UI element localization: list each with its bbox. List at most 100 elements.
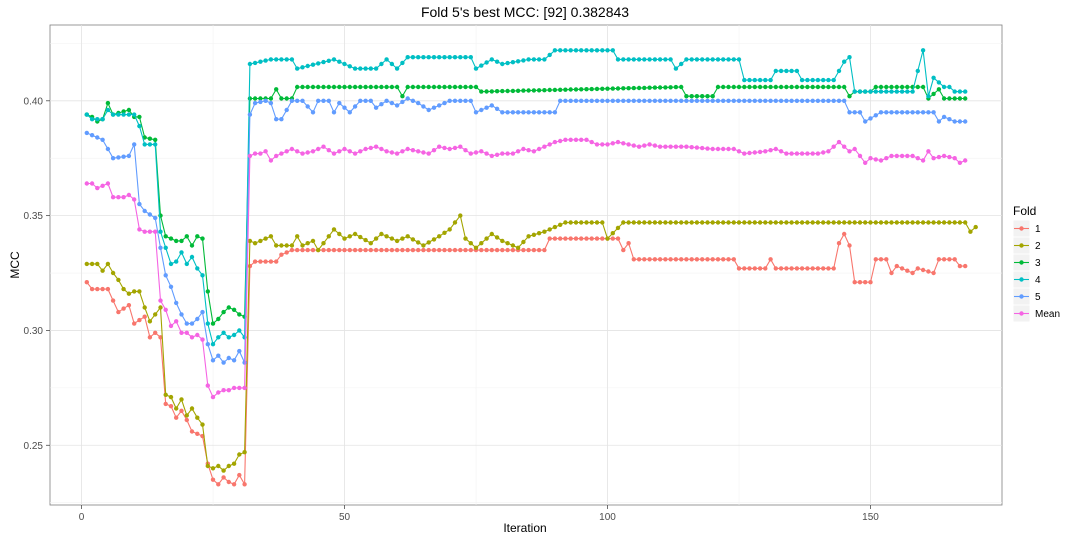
data-point (957, 119, 963, 124)
data-point (153, 142, 158, 147)
data-point (168, 323, 174, 329)
data-point (142, 314, 147, 319)
data-point (799, 220, 805, 225)
data-point (705, 220, 710, 225)
data-point (121, 306, 126, 311)
data-point (147, 136, 153, 141)
data-point (526, 234, 531, 239)
data-point (247, 238, 253, 244)
data-point (626, 57, 631, 62)
data-point (500, 61, 505, 67)
data-point (158, 335, 163, 340)
data-point (100, 137, 105, 142)
data-point (821, 98, 826, 104)
data-point (863, 119, 868, 124)
data-point (763, 149, 768, 154)
data-point (715, 98, 721, 104)
data-point (584, 87, 589, 92)
data-point (116, 277, 121, 283)
data-point (673, 144, 679, 149)
data-point (347, 247, 352, 253)
data-point (821, 220, 826, 225)
data-point (563, 137, 568, 142)
data-point (515, 59, 521, 64)
data-point (647, 257, 652, 262)
data-point (694, 145, 700, 150)
data-point (142, 135, 147, 140)
data-point (153, 312, 158, 317)
data-point (274, 243, 279, 248)
data-point (326, 247, 331, 253)
data-point (936, 154, 942, 160)
data-point (726, 57, 731, 62)
legend-key-point (1019, 260, 1024, 265)
data-point (321, 144, 326, 149)
data-point (710, 94, 715, 99)
data-point (642, 85, 647, 91)
data-point (268, 259, 274, 264)
data-point (132, 142, 137, 147)
data-point (931, 91, 936, 97)
data-point (242, 482, 247, 487)
data-point (452, 220, 458, 225)
data-point (316, 247, 321, 253)
data-point (526, 88, 531, 93)
legend-label: Mean (1035, 309, 1060, 320)
data-point (636, 98, 642, 104)
data-point (889, 84, 894, 90)
data-point (300, 98, 305, 104)
data-point (321, 59, 326, 65)
data-point (710, 220, 715, 225)
data-point (905, 84, 910, 90)
data-point (484, 236, 489, 241)
series-layer (84, 48, 978, 487)
data-point (726, 220, 731, 225)
data-point (263, 149, 268, 154)
data-point (153, 229, 158, 234)
data-point (258, 99, 263, 105)
y-tick-label: 0.35 (24, 211, 44, 222)
data-point (95, 261, 100, 267)
data-point (884, 257, 889, 262)
data-point (947, 220, 952, 225)
data-point (847, 149, 852, 154)
data-point (731, 257, 736, 262)
data-point (342, 236, 347, 241)
data-point (410, 237, 416, 242)
data-point (621, 247, 626, 253)
data-point (920, 267, 926, 273)
data-point (431, 247, 437, 253)
data-point (694, 57, 700, 62)
data-point (479, 149, 484, 154)
data-point (700, 257, 705, 262)
data-point (437, 55, 442, 60)
data-point (721, 98, 726, 104)
data-point (536, 88, 542, 93)
data-point (505, 110, 510, 115)
data-point (899, 110, 905, 115)
data-point (452, 55, 458, 60)
data-point (615, 57, 621, 62)
data-point (721, 146, 726, 152)
data-point (352, 247, 358, 253)
data-point (647, 98, 652, 104)
data-point (915, 156, 920, 161)
data-point (384, 149, 389, 154)
data-point (84, 130, 90, 136)
data-point (368, 66, 373, 71)
series-mean (84, 137, 968, 400)
data-point (615, 236, 621, 241)
data-point (389, 61, 395, 67)
data-point (300, 84, 305, 90)
data-point (437, 103, 442, 108)
data-point (710, 257, 715, 262)
data-point (410, 247, 416, 253)
data-point (784, 151, 789, 156)
data-point (437, 84, 442, 90)
data-point (868, 280, 873, 285)
data-point (747, 98, 752, 104)
data-point (810, 220, 815, 225)
legend-item-3: 3 (1012, 253, 1041, 272)
data-point (216, 316, 221, 322)
data-point (210, 394, 216, 400)
